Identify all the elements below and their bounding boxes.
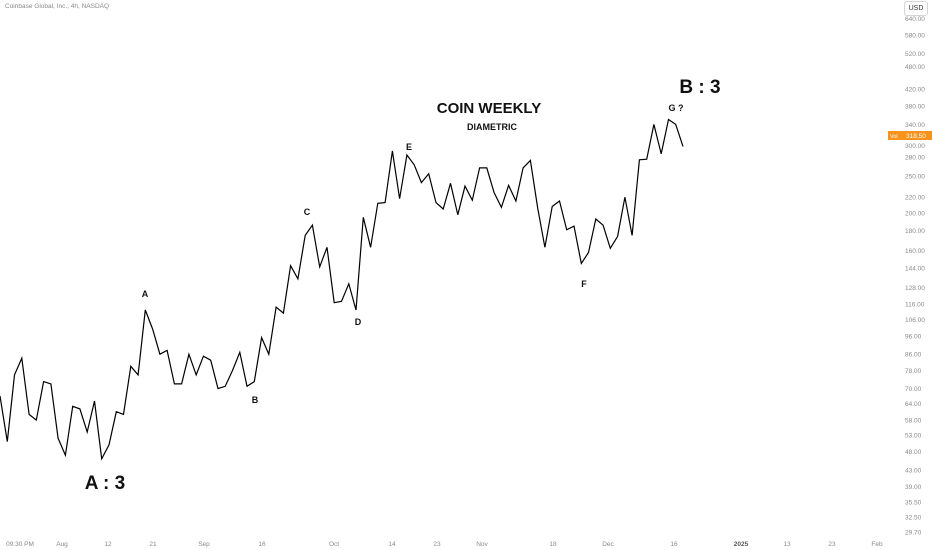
time-tick-label: 23 bbox=[828, 541, 836, 548]
time-tick-label: Aug bbox=[56, 541, 68, 548]
price-tick-label: 35.50 bbox=[905, 500, 922, 507]
label-d: D bbox=[355, 317, 362, 327]
label-f: F bbox=[581, 279, 587, 289]
time-tick-label: 23 bbox=[433, 541, 441, 548]
time-axis[interactable]: 09:30 PM Aug 12 21 Sep 16 Oct 14 23 Nov 18 Dec 16 202… bbox=[6, 541, 883, 548]
price-axis[interactable]: 640.00 580.00 520.00 480.00 420.00 380.00 340.… bbox=[905, 16, 925, 536]
label-b: B bbox=[252, 395, 259, 405]
price-tick-label: 340.00 bbox=[905, 122, 925, 129]
time-tick-label: 2025 bbox=[734, 541, 749, 548]
price-tick-label: 58.00 bbox=[905, 418, 922, 425]
price-tick-label: 116.00 bbox=[905, 302, 925, 309]
price-tick-label: 86.00 bbox=[905, 352, 922, 359]
label-a3: A : 3 bbox=[85, 473, 125, 494]
price-tick-label: 520.00 bbox=[905, 51, 925, 58]
time-tick-label: 13 bbox=[783, 541, 791, 548]
price-tick-label: 48.00 bbox=[905, 449, 922, 456]
price-tick-label: 580.00 bbox=[905, 33, 925, 40]
label-e: E bbox=[406, 142, 412, 152]
price-tick-label: 180.00 bbox=[905, 228, 925, 235]
price-tick-label: 78.00 bbox=[905, 368, 922, 375]
last-price-label: Vol bbox=[890, 134, 898, 140]
price-tick-label: 39.00 bbox=[905, 484, 922, 491]
price-tick-label: 144.00 bbox=[905, 266, 925, 273]
time-tick-label: 18 bbox=[549, 541, 557, 548]
price-tick-label: 200.00 bbox=[905, 211, 925, 218]
price-tick-label: 280.00 bbox=[905, 154, 925, 161]
price-tick-label: 29.70 bbox=[905, 530, 922, 537]
label-b3: B : 3 bbox=[679, 77, 720, 98]
last-price-tag: Vol 318.50 bbox=[888, 131, 932, 140]
price-tick-label: 70.00 bbox=[905, 386, 922, 393]
label-a: A bbox=[142, 289, 149, 299]
chart-title: COIN WEEKLY bbox=[437, 100, 541, 117]
price-line bbox=[0, 118, 684, 461]
currency-button[interactable]: USD bbox=[904, 1, 928, 16]
chart-subtitle: DIAMETRIC bbox=[467, 122, 517, 132]
price-tick-label: 220.00 bbox=[905, 195, 925, 202]
time-tick-label: Oct bbox=[329, 541, 339, 548]
price-tick-label: 43.00 bbox=[905, 468, 922, 475]
price-tick-label: 640.00 bbox=[905, 16, 925, 23]
price-tick-label: 380.00 bbox=[905, 103, 925, 110]
price-tick-label: 106.00 bbox=[905, 317, 925, 324]
label-c: C bbox=[304, 207, 311, 217]
time-tick-label: Dec bbox=[602, 541, 614, 548]
time-tick-label: 16 bbox=[258, 541, 266, 548]
time-tick-label: Sep bbox=[198, 541, 210, 548]
price-tick-label: 160.00 bbox=[905, 248, 925, 255]
time-tick-label: 09:30 PM bbox=[6, 541, 34, 548]
time-tick-label: Feb bbox=[871, 541, 883, 548]
price-tick-label: 420.00 bbox=[905, 87, 925, 94]
time-tick-label: 21 bbox=[149, 541, 157, 548]
price-tick-label: 32.50 bbox=[905, 514, 922, 521]
price-tick-label: 250.00 bbox=[905, 173, 925, 180]
time-tick-label: Nov bbox=[476, 541, 488, 548]
price-tick-label: 128.00 bbox=[905, 285, 925, 292]
last-price-value: 318.50 bbox=[906, 133, 926, 140]
price-tick-label: 300.00 bbox=[905, 143, 925, 150]
price-tick-label: 64.00 bbox=[905, 401, 922, 408]
symbol-title: Coinbase Global, Inc., 4h, NASDAQ bbox=[5, 3, 110, 10]
time-tick-label: 14 bbox=[388, 541, 396, 548]
time-tick-label: 12 bbox=[104, 541, 112, 548]
time-tick-label: 16 bbox=[670, 541, 678, 548]
price-tick-label: 480.00 bbox=[905, 64, 925, 71]
price-tick-label: 53.00 bbox=[905, 433, 922, 440]
price-tick-label: 96.00 bbox=[905, 333, 922, 340]
label-g: G ? bbox=[669, 103, 684, 113]
